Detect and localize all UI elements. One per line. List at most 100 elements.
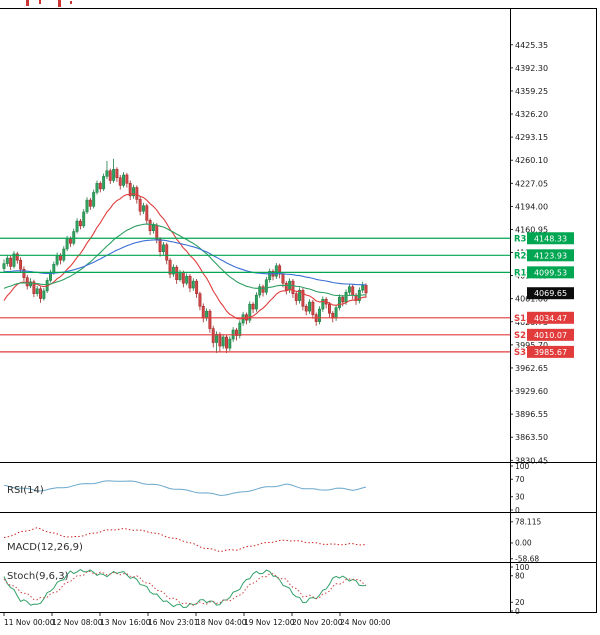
- pivot-price-text: 4099.53: [534, 268, 567, 277]
- time-axis-area[interactable]: [0, 613, 510, 633]
- candle-body: [175, 266, 179, 280]
- pivot-letter-s2: S2: [514, 331, 526, 341]
- price-axis-label: 4160.95: [515, 225, 548, 234]
- stoch-d-line: [3, 570, 367, 606]
- candle-body: [238, 322, 242, 336]
- candle-body: [341, 296, 345, 303]
- candle-body: [115, 169, 119, 178]
- pivot-price-badge: [527, 311, 574, 324]
- candle-body: [105, 170, 109, 177]
- price-axis-label: 4359.25: [515, 87, 548, 96]
- price-axis-label: 4260.10: [515, 156, 548, 165]
- price-axis-label: 3863.50: [515, 433, 548, 442]
- price-axis-label: 3929.60: [515, 387, 548, 396]
- stoch-k-line: [3, 568, 367, 609]
- candle-body: [98, 183, 102, 190]
- candle-body: [22, 268, 26, 278]
- candle-body: [298, 289, 302, 301]
- macd-axis-label: 0.00: [515, 539, 532, 548]
- rsi-axis-label: 0: [515, 506, 520, 515]
- candle-body: [308, 301, 311, 312]
- candle-body: [32, 281, 36, 294]
- price-axis-label: 4392.30: [515, 64, 548, 73]
- candle-body: [248, 303, 252, 321]
- time-axis-label: 18 Nov 04:00: [196, 618, 247, 627]
- time-axis-label: 24 Nov 00:00: [340, 618, 391, 627]
- time-axis-label: 13 Nov 16:00: [100, 618, 151, 627]
- candle-body: [95, 183, 99, 193]
- candle-body: [291, 280, 295, 294]
- rsi-axis-label: 100: [515, 462, 530, 471]
- candle-body: [221, 336, 225, 347]
- time-axis-label: 20 Nov 20:00: [292, 618, 343, 627]
- time-axis-label: 16 Nov 23:01: [148, 618, 199, 627]
- cropped-candle-remnant: [39, 0, 41, 4]
- rsi-indicator-label: RSI(14): [7, 485, 44, 496]
- candle-body: [112, 169, 116, 181]
- candle-body: [132, 187, 135, 197]
- current-price-text: 4069.65: [534, 289, 567, 298]
- stochastic-axis-label: 20: [515, 598, 525, 607]
- price-axis-label: 3896.55: [515, 410, 548, 419]
- pivot-letter-r3: R3: [514, 234, 527, 244]
- candle-body: [328, 303, 331, 314]
- candle-body: [19, 259, 23, 270]
- candle-body: [158, 238, 162, 253]
- candle-body: [251, 303, 255, 310]
- price-axis-area[interactable]: [510, 8, 597, 612]
- candle-body: [85, 199, 89, 213]
- candle-body: [258, 286, 262, 296]
- candle-body: [78, 220, 82, 227]
- candle-body: [304, 305, 308, 312]
- cropped-candle-remnant: [26, 0, 29, 6]
- candle-body: [318, 308, 321, 322]
- candle-body: [188, 275, 192, 289]
- stochastic-axis-label: 100: [515, 563, 530, 572]
- candle-body: [301, 289, 305, 307]
- candle-body: [75, 220, 79, 232]
- candle-body: [108, 170, 112, 181]
- candle-body: [135, 187, 139, 200]
- pivot-price-text: 4034.47: [534, 314, 567, 323]
- pivot-price-badge: [527, 328, 574, 341]
- candle-body: [321, 299, 325, 310]
- price-axis-label: 3995.70: [515, 341, 548, 350]
- candle-body: [102, 176, 106, 190]
- pivot-price-badge: [527, 345, 574, 358]
- candle-body: [344, 292, 348, 303]
- pivot-price-text: 4148.33: [534, 234, 567, 243]
- pivot-price-text: 4010.07: [534, 331, 567, 340]
- pivot-price-badge: [527, 232, 574, 245]
- candle-body: [2, 263, 6, 269]
- candle-body: [208, 310, 212, 329]
- price-axis-label: 4293.15: [515, 133, 548, 142]
- time-axis-label: 12 Nov 08:00: [52, 618, 103, 627]
- pivot-letter-r1: R1: [514, 268, 527, 278]
- candle-body: [148, 220, 152, 232]
- rsi-axis-label: 30: [515, 493, 525, 502]
- candle-body: [228, 338, 232, 349]
- candle-body: [254, 294, 258, 310]
- candle-body: [284, 282, 288, 291]
- macd-axis-label: 78.115: [515, 518, 541, 527]
- pivot-price-badge: [527, 266, 574, 279]
- candle-body: [72, 231, 76, 244]
- rsi-axis-label: 70: [515, 475, 525, 484]
- candle-body: [39, 288, 42, 299]
- candle-body: [92, 192, 96, 207]
- pivot-letter-r2: R2: [514, 251, 527, 261]
- price-axis-label: 4326.20: [515, 110, 548, 119]
- candle-body: [35, 288, 39, 294]
- candle-body: [268, 271, 272, 280]
- candle-body: [211, 328, 215, 343]
- candle-body: [122, 174, 126, 186]
- stoch-indicator-label: Stoch(9,6,3): [7, 571, 69, 582]
- pivot-letter-s1: S1: [514, 314, 526, 324]
- chart-plot-area[interactable]: [0, 8, 510, 462]
- candle-body: [88, 199, 92, 207]
- candle-body: [364, 285, 368, 294]
- candle-body: [151, 224, 155, 232]
- candle-body: [12, 253, 16, 267]
